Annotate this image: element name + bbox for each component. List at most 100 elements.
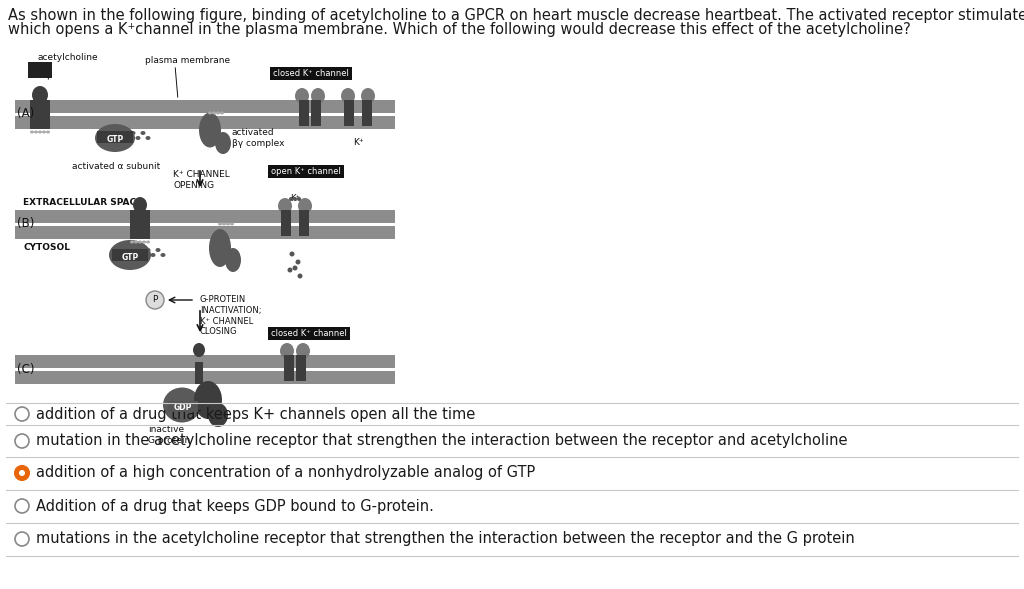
Ellipse shape <box>215 132 231 154</box>
Ellipse shape <box>212 111 216 114</box>
Circle shape <box>19 470 25 476</box>
Bar <box>311 100 321 126</box>
Bar <box>299 100 309 126</box>
Ellipse shape <box>280 343 294 359</box>
Ellipse shape <box>133 197 147 213</box>
Circle shape <box>15 407 29 421</box>
Bar <box>28 62 52 78</box>
Ellipse shape <box>361 88 375 104</box>
Bar <box>344 100 354 126</box>
Text: activated α subunit: activated α subunit <box>72 162 160 171</box>
Bar <box>284 355 294 381</box>
Bar <box>15 355 395 368</box>
Ellipse shape <box>208 403 228 427</box>
Ellipse shape <box>311 88 325 104</box>
Ellipse shape <box>230 223 234 226</box>
Text: mutations in the acetylcholine receptor that strengthen the interaction between : mutations in the acetylcholine receptor … <box>36 531 855 547</box>
Circle shape <box>15 466 29 480</box>
Ellipse shape <box>146 240 150 243</box>
Ellipse shape <box>135 136 140 140</box>
Text: (B): (B) <box>17 217 35 230</box>
Text: As shown in the following figure, binding of acetylcholine to a GPCR on heart mu: As shown in the following figure, bindin… <box>8 8 1024 23</box>
Bar <box>281 210 291 236</box>
Bar <box>268 165 344 178</box>
Circle shape <box>293 266 298 270</box>
Bar <box>268 327 350 340</box>
Text: (A): (A) <box>17 108 34 121</box>
Text: GTP: GTP <box>106 134 124 144</box>
Ellipse shape <box>130 240 134 243</box>
Text: K⁺: K⁺ <box>352 138 364 147</box>
Ellipse shape <box>296 343 310 359</box>
Text: mutation in the acetylcholine receptor that strengthen the interaction between t: mutation in the acetylcholine receptor t… <box>36 434 848 448</box>
Bar <box>270 67 352 80</box>
Text: addition of a high concentration of a nonhydrolyzable analog of GTP: addition of a high concentration of a no… <box>36 465 536 481</box>
Ellipse shape <box>298 198 312 214</box>
Circle shape <box>15 434 29 448</box>
Bar <box>15 226 395 239</box>
Ellipse shape <box>222 223 226 226</box>
Ellipse shape <box>38 131 42 134</box>
Ellipse shape <box>199 112 221 147</box>
Text: closed K⁺ channel: closed K⁺ channel <box>271 329 347 339</box>
Ellipse shape <box>218 223 222 226</box>
Bar <box>362 100 372 126</box>
Ellipse shape <box>163 388 201 422</box>
Ellipse shape <box>34 131 38 134</box>
Bar <box>112 249 148 261</box>
Circle shape <box>290 252 295 256</box>
Bar <box>97 131 133 143</box>
Ellipse shape <box>295 88 309 104</box>
Ellipse shape <box>30 131 34 134</box>
Ellipse shape <box>145 248 151 252</box>
Bar <box>299 210 309 236</box>
Ellipse shape <box>140 131 145 135</box>
Bar <box>15 100 395 113</box>
Text: which opens a K⁺channel in the plasma membrane. Which of the following would dec: which opens a K⁺channel in the plasma me… <box>8 22 910 37</box>
Ellipse shape <box>138 240 142 243</box>
Ellipse shape <box>220 111 224 114</box>
Text: activated
βγ complex: activated βγ complex <box>232 128 285 148</box>
Ellipse shape <box>278 198 292 214</box>
Bar <box>30 100 50 129</box>
Ellipse shape <box>46 131 50 134</box>
Bar <box>15 210 395 223</box>
Bar <box>15 371 395 384</box>
Text: GDP: GDP <box>174 402 193 412</box>
Ellipse shape <box>226 223 230 226</box>
Text: inactive
G protein: inactive G protein <box>148 425 190 445</box>
Text: Addition of a drug that keeps GDP bound to G-protein.: Addition of a drug that keeps GDP bound … <box>36 498 434 514</box>
Circle shape <box>293 197 297 201</box>
Text: GTP: GTP <box>122 253 138 262</box>
Ellipse shape <box>130 131 135 135</box>
Ellipse shape <box>145 136 151 140</box>
Circle shape <box>146 291 164 309</box>
Ellipse shape <box>151 253 156 257</box>
Text: acetylcholine: acetylcholine <box>38 53 98 62</box>
Circle shape <box>15 499 29 513</box>
Bar <box>296 355 306 381</box>
Bar <box>130 210 150 239</box>
Ellipse shape <box>109 240 151 270</box>
Ellipse shape <box>134 240 138 243</box>
Text: G-PROTEIN
INACTIVATION;
K⁺ CHANNEL
CLOSING: G-PROTEIN INACTIVATION; K⁺ CHANNEL CLOSI… <box>200 295 261 336</box>
Text: closed K⁺ channel: closed K⁺ channel <box>273 70 349 78</box>
Circle shape <box>288 267 293 273</box>
Bar <box>168 401 198 412</box>
Ellipse shape <box>95 124 135 152</box>
Circle shape <box>296 260 300 264</box>
Circle shape <box>297 197 301 201</box>
Text: EXTRACELLULAR SPACE: EXTRACELLULAR SPACE <box>23 198 142 207</box>
Text: K⁺ CHANNEL
OPENING: K⁺ CHANNEL OPENING <box>173 170 229 190</box>
Ellipse shape <box>194 381 222 419</box>
Text: CYTOSOL: CYTOSOL <box>23 243 70 252</box>
Bar <box>195 362 203 384</box>
Ellipse shape <box>216 111 220 114</box>
Ellipse shape <box>161 253 166 257</box>
Ellipse shape <box>32 86 48 104</box>
Text: (C): (C) <box>17 362 35 376</box>
Text: plasma membrane: plasma membrane <box>145 56 230 65</box>
Ellipse shape <box>193 343 205 357</box>
Circle shape <box>298 273 302 279</box>
Text: K⁺: K⁺ <box>290 194 300 203</box>
